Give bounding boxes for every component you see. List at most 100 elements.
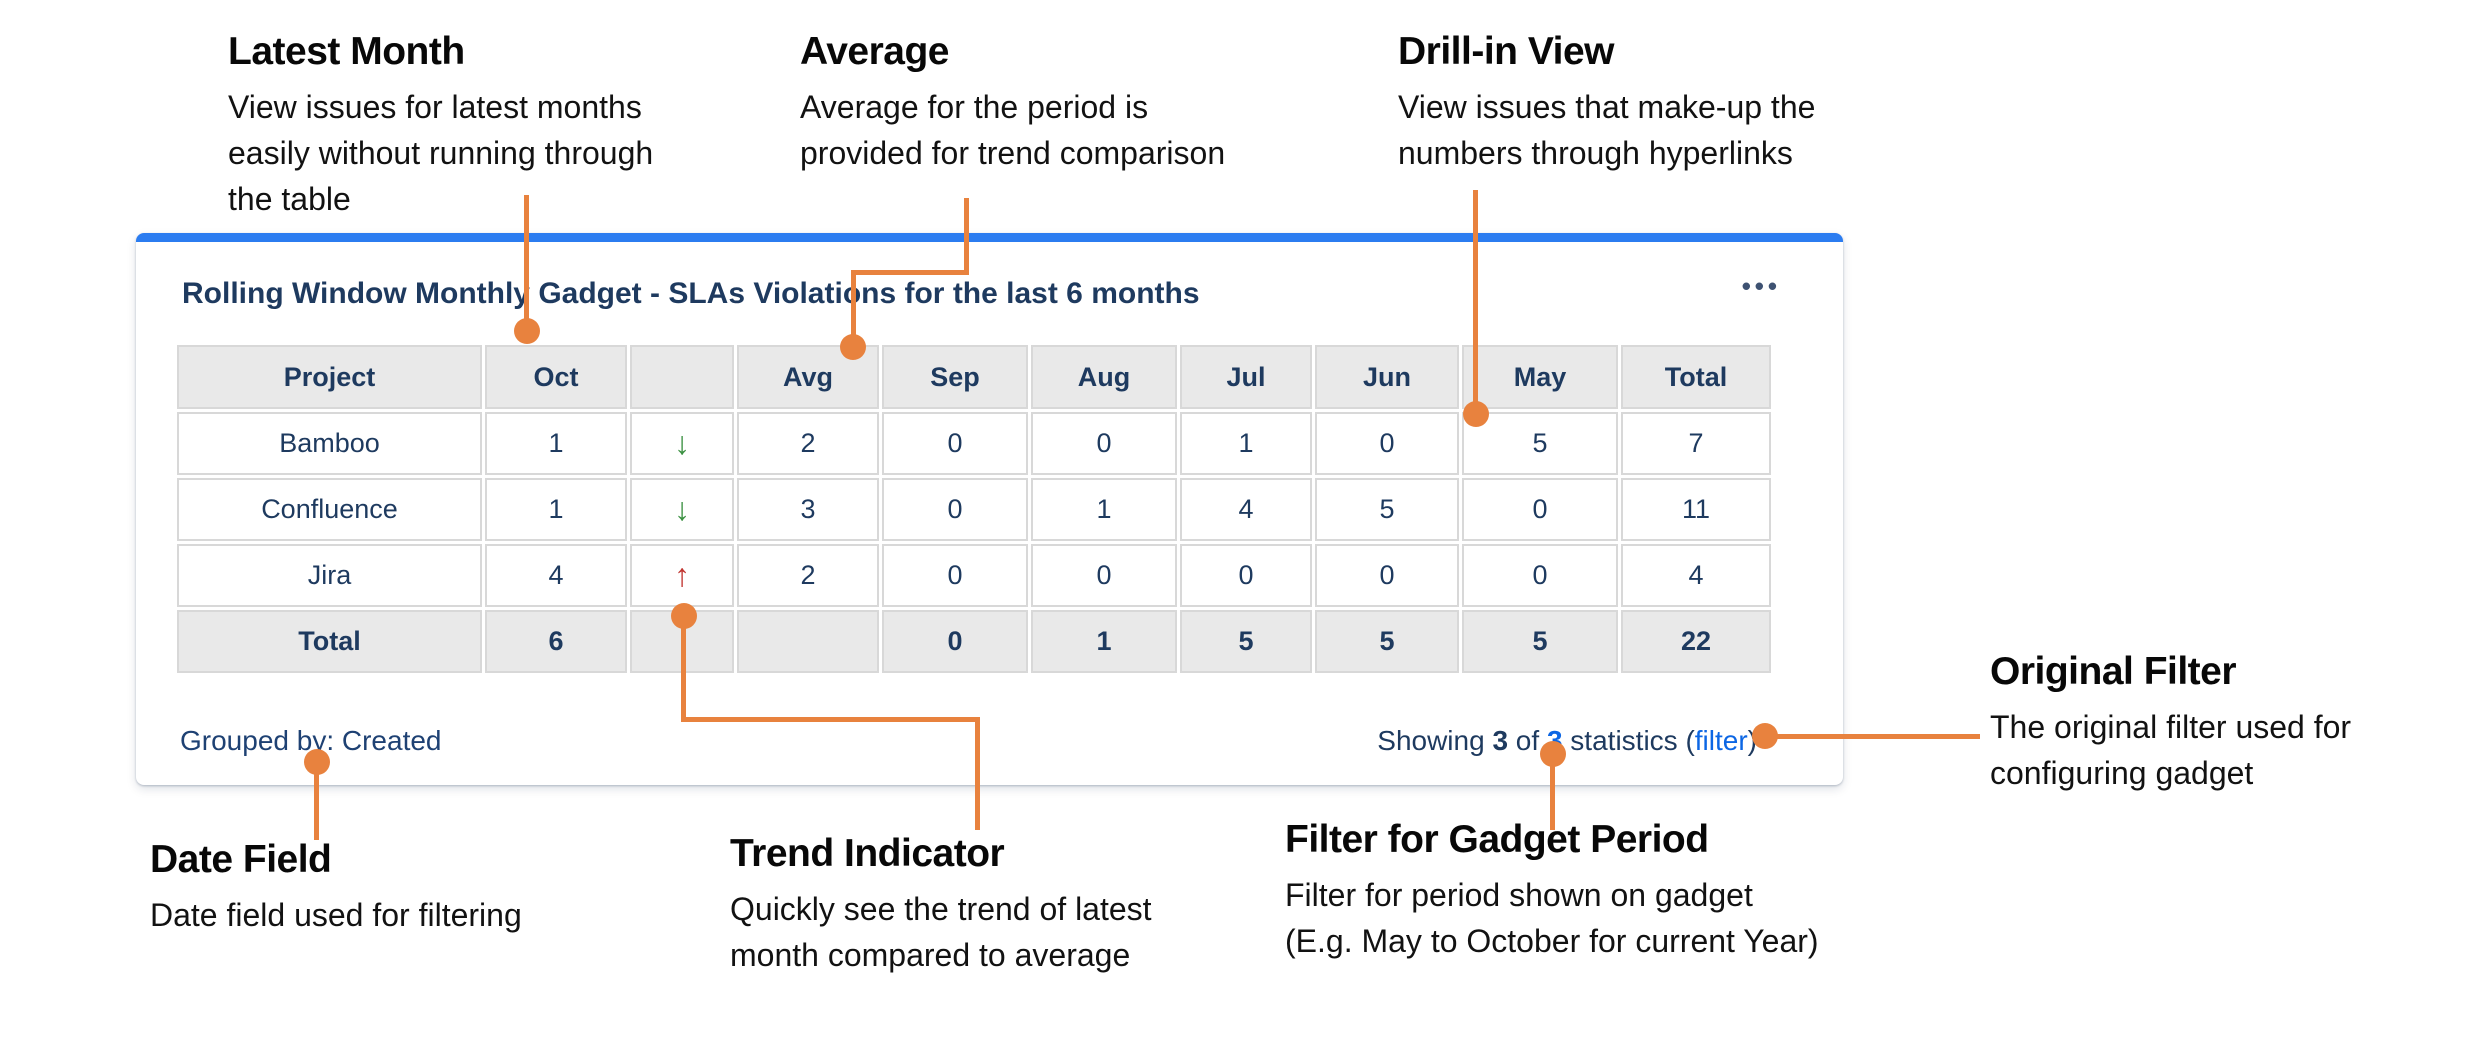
- sep-value-link[interactable]: 0: [882, 478, 1028, 541]
- total-avg: [737, 610, 879, 673]
- total-value: 7: [1621, 412, 1771, 475]
- project-link[interactable]: Confluence: [177, 478, 482, 541]
- aug-value-link[interactable]: 0: [1031, 544, 1177, 607]
- aug-value-link[interactable]: 1: [1031, 478, 1177, 541]
- connector-filter-period-line: [1550, 754, 1555, 830]
- trend-down-icon: ↓: [674, 490, 690, 527]
- avg-value: 2: [737, 412, 879, 475]
- shown-count: 3: [1492, 725, 1509, 756]
- project-link[interactable]: Jira: [177, 544, 482, 607]
- trend-up-icon: ↑: [674, 556, 690, 593]
- may-value-link[interactable]: 0: [1462, 478, 1618, 541]
- jun-value-link[interactable]: 0: [1315, 412, 1459, 475]
- connector-trend-line-v2: [975, 717, 980, 830]
- connector-latest-month-line: [524, 195, 529, 332]
- avg-value: 3: [737, 478, 879, 541]
- total-jun: 5: [1315, 610, 1459, 673]
- more-menu-button[interactable]: •••: [1741, 271, 1781, 301]
- sep-value-link[interactable]: 0: [882, 412, 1028, 475]
- connector-date-field-dot: [304, 749, 330, 775]
- connector-average-line-v1: [964, 198, 969, 275]
- note-drill-in-view-title: Drill-in View: [1398, 30, 1615, 73]
- note-filter-gadget-period-title: Filter for Gadget Period: [1285, 818, 1709, 861]
- note-date-field-title: Date Field: [150, 838, 332, 881]
- jun-value-link[interactable]: 0: [1315, 544, 1459, 607]
- table-row-jira: Jira 4 ↑ 2 0 0 0 0 0 4: [177, 544, 1771, 607]
- connector-drill-in-dot: [1463, 401, 1489, 427]
- showing-of: of: [1508, 725, 1547, 756]
- connector-filter-period-dot: [1540, 741, 1566, 767]
- connector-trend-line-h: [681, 717, 980, 722]
- trend-indicator-cell: ↓: [630, 412, 734, 475]
- total-aug: 1: [1031, 610, 1177, 673]
- connector-average-dot: [840, 334, 866, 360]
- col-header-jun: Jun: [1315, 345, 1459, 409]
- connector-original-filter-line: [1765, 734, 1980, 739]
- sla-violations-table: Project Oct Avg Sep Aug Jul Jun May Tota…: [174, 342, 1774, 676]
- note-original-filter-title: Original Filter: [1990, 650, 2237, 693]
- total-sep: 0: [882, 610, 1028, 673]
- connector-drill-in-line: [1473, 190, 1478, 415]
- connector-latest-month-dot: [514, 318, 540, 344]
- connector-average-line-v2: [851, 270, 856, 350]
- oct-value-link[interactable]: 1: [485, 412, 627, 475]
- col-header-total: Total: [1621, 345, 1771, 409]
- jul-value-link[interactable]: 4: [1180, 478, 1312, 541]
- col-header-trend: [630, 345, 734, 409]
- total-jul: 5: [1180, 610, 1312, 673]
- total-value: 11: [1621, 478, 1771, 541]
- jun-value-link[interactable]: 5: [1315, 478, 1459, 541]
- note-filter-gadget-period: Filter for Gadget Period Filter for peri…: [1285, 818, 1819, 959]
- total-row-label: Total: [177, 610, 482, 673]
- note-latest-month: Latest Month View issues for latest mont…: [228, 30, 654, 217]
- table-row-bamboo: Bamboo 1 ↓ 2 0 0 1 0 5 7: [177, 412, 1771, 475]
- table-total-row: Total 6 0 1 5 5 5 22: [177, 610, 1771, 673]
- connector-average-line-h: [851, 270, 969, 275]
- trend-down-icon: ↓: [674, 424, 690, 461]
- total-oct: 6: [485, 610, 627, 673]
- note-average-title: Average: [800, 30, 949, 73]
- col-header-aug: Aug: [1031, 345, 1177, 409]
- total-total: 22: [1621, 610, 1771, 673]
- table-header-row: Project Oct Avg Sep Aug Jul Jun May Tota…: [177, 345, 1771, 409]
- connector-original-filter-dot: [1752, 723, 1778, 749]
- oct-value-link[interactable]: 1: [485, 478, 627, 541]
- project-link[interactable]: Bamboo: [177, 412, 482, 475]
- col-header-jul: Jul: [1180, 345, 1312, 409]
- jul-value-link[interactable]: 1: [1180, 412, 1312, 475]
- note-latest-month-title: Latest Month: [228, 30, 465, 73]
- total-may: 5: [1462, 610, 1618, 673]
- note-drill-in-view: Drill-in View View issues that make-up t…: [1398, 30, 1816, 171]
- trend-indicator-cell: ↓: [630, 478, 734, 541]
- trend-indicator-cell: ↑: [630, 544, 734, 607]
- connector-trend-dot: [671, 603, 697, 629]
- filter-link[interactable]: filter: [1694, 725, 1748, 756]
- gadget-accent-bar: [136, 233, 1843, 242]
- showing-middle: statistics (: [1562, 725, 1695, 756]
- gadget-title: Rolling Window Monthly Gadget - SLAs Vio…: [182, 277, 1200, 310]
- note-trend-indicator: Trend Indicator Quickly see the trend of…: [730, 832, 1152, 973]
- note-average: Average Average for the period is provid…: [800, 30, 1226, 171]
- col-header-oct: Oct: [485, 345, 627, 409]
- may-value-link[interactable]: 0: [1462, 544, 1618, 607]
- avg-value: 2: [737, 544, 879, 607]
- connector-trend-line-v1: [681, 616, 686, 722]
- total-value: 4: [1621, 544, 1771, 607]
- note-original-filter: Original Filter The original filter used…: [1990, 650, 2352, 791]
- col-header-sep: Sep: [882, 345, 1028, 409]
- table-row-confluence: Confluence 1 ↓ 3 0 1 4 5 0 11: [177, 478, 1771, 541]
- jul-value-link[interactable]: 0: [1180, 544, 1312, 607]
- note-trend-indicator-title: Trend Indicator: [730, 832, 1005, 875]
- oct-value-link[interactable]: 4: [485, 544, 627, 607]
- showing-prefix: Showing: [1377, 725, 1493, 756]
- note-date-field: Date Field Date field used for filtering: [150, 838, 522, 933]
- sep-value-link[interactable]: 0: [882, 544, 1028, 607]
- aug-value-link[interactable]: 0: [1031, 412, 1177, 475]
- may-value-link[interactable]: 5: [1462, 412, 1618, 475]
- connector-date-field-line: [314, 762, 319, 840]
- col-header-may: May: [1462, 345, 1618, 409]
- gadget-card: Rolling Window Monthly Gadget - SLAs Vio…: [136, 233, 1843, 785]
- col-header-project: Project: [177, 345, 482, 409]
- showing-statistics-line: Showing 3 of 3 statistics (filter): [1377, 725, 1757, 757]
